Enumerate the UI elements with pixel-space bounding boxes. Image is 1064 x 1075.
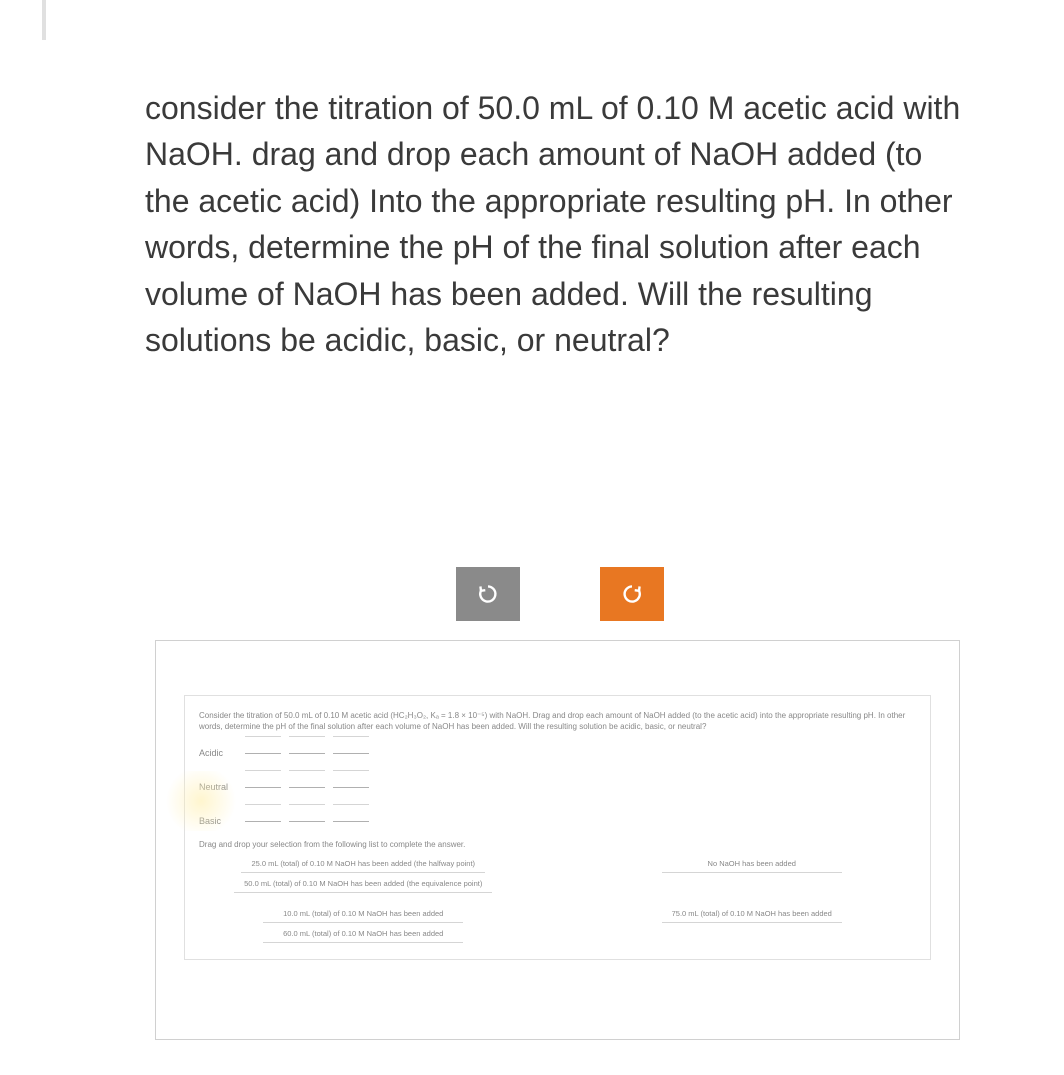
slot[interactable] [289, 820, 325, 822]
redo-icon [619, 581, 645, 607]
question-container: consider the titration of 50.0 mL of 0.1… [145, 85, 975, 363]
chips-area: 25.0 mL (total) of 0.10 M NaOH has been … [199, 855, 916, 943]
chip-item[interactable]: 75.0 mL (total) of 0.10 M NaOH has been … [662, 905, 842, 923]
inner-card: Consider the titration of 50.0 mL of 0.1… [184, 695, 931, 960]
question-text: consider the titration of 50.0 mL of 0.1… [145, 85, 975, 363]
zone-label-basic: Basic [199, 816, 233, 826]
chip-col-left-1: 25.0 mL (total) of 0.10 M NaOH has been … [199, 855, 528, 893]
chip-item[interactable]: 60.0 mL (total) of 0.10 M NaOH has been … [263, 925, 463, 943]
redo-button[interactable] [600, 567, 664, 621]
slots-basic[interactable] [245, 820, 369, 822]
chip-item[interactable]: 10.0 mL (total) of 0.10 M NaOH has been … [263, 905, 463, 923]
slot[interactable] [245, 820, 281, 822]
slot[interactable] [289, 752, 325, 754]
embedded-question-panel: Consider the titration of 50.0 mL of 0.1… [155, 640, 960, 1040]
chip-item[interactable]: 25.0 mL (total) of 0.10 M NaOH has been … [241, 855, 485, 873]
chip-item[interactable]: No NaOH has been added [662, 855, 842, 873]
slots-neutral[interactable] [245, 786, 369, 788]
slots-acidic[interactable] [245, 752, 369, 754]
slot[interactable] [333, 752, 369, 754]
drop-row-acidic: Acidic [199, 748, 916, 758]
undo-icon [475, 581, 501, 607]
zone-label-acidic: Acidic [199, 748, 233, 758]
slot[interactable] [333, 820, 369, 822]
drop-row-basic: Basic [199, 816, 916, 826]
drop-row-neutral: Neutral [199, 782, 916, 792]
panel-instruction: Consider the titration of 50.0 mL of 0.1… [199, 710, 916, 732]
zone-label-neutral: Neutral [199, 782, 233, 792]
chip-item[interactable]: 50.0 mL (total) of 0.10 M NaOH has been … [234, 875, 492, 893]
slot[interactable] [245, 752, 281, 754]
slot[interactable] [289, 786, 325, 788]
drag-hint: Drag and drop your selection from the fo… [199, 840, 916, 849]
chip-col-right-2: 75.0 mL (total) of 0.10 M NaOH has been … [588, 905, 917, 923]
controls-row [145, 567, 975, 621]
left-rail-marker [42, 0, 46, 40]
chip-col-left-2: 10.0 mL (total) of 0.10 M NaOH has been … [199, 905, 528, 943]
slot[interactable] [333, 786, 369, 788]
drop-zones: Acidic Neutral Basic [199, 748, 916, 826]
slot[interactable] [245, 786, 281, 788]
chip-col-right-1: No NaOH has been added [588, 855, 917, 873]
undo-button[interactable] [456, 567, 520, 621]
